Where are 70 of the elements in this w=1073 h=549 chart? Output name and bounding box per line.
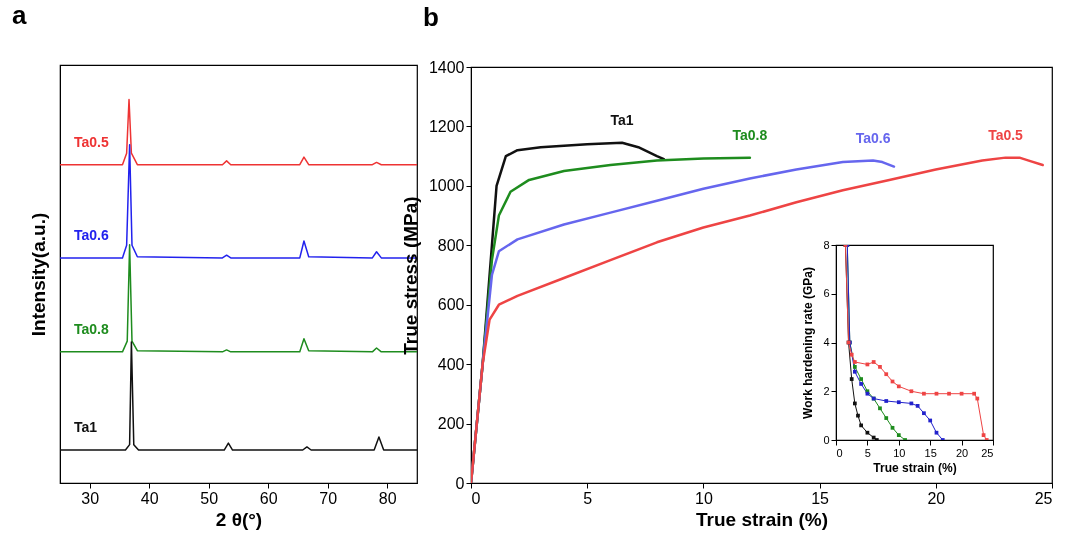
y-tick-label: 2 <box>823 384 830 397</box>
y-tick-label: 6 <box>823 287 830 300</box>
x-tick-label: 5 <box>864 446 871 459</box>
y-axis-title: Intensity(a.u.) <box>27 212 49 337</box>
x-axis-title: True strain (%) <box>873 460 957 475</box>
x-tick-label: 60 <box>259 489 278 507</box>
series-label: Ta0.6 <box>74 226 109 243</box>
point <box>915 404 920 408</box>
point <box>922 391 926 396</box>
x-tick-label: 0 <box>471 489 481 507</box>
series-label: Ta0.5 <box>74 133 109 150</box>
x-tick-label: 15 <box>811 489 830 507</box>
point <box>909 389 914 394</box>
y-tick-label: 1200 <box>428 117 465 135</box>
point <box>871 360 876 364</box>
series-label: Ta1 <box>610 111 634 128</box>
point <box>896 433 901 437</box>
line-series <box>843 245 989 440</box>
point <box>884 416 889 420</box>
point <box>852 365 857 369</box>
series-label: Ta1 <box>74 419 98 436</box>
x-tick-label: 20 <box>927 489 946 507</box>
y-tick-label: 1400 <box>428 58 465 76</box>
x-tick-label: 0 <box>836 446 843 459</box>
x-axis-title: 2 θ(°) <box>215 508 263 530</box>
point <box>852 369 857 374</box>
x-tick-label: 70 <box>319 489 338 507</box>
point <box>849 352 854 357</box>
series-label: Ta0.6 <box>855 129 891 146</box>
x-tick-label: 10 <box>695 489 713 507</box>
y-axis-title: Work hardening rate (GPa) <box>801 267 816 419</box>
x-tick-label: 5 <box>583 489 593 507</box>
x-tick-label: 15 <box>924 446 937 459</box>
point <box>859 377 863 381</box>
point <box>947 391 951 396</box>
y-tick-label: 1000 <box>428 177 465 195</box>
x-axis-title: True strain (%) <box>696 508 828 530</box>
x-tick-label: 40 <box>140 489 159 507</box>
point <box>852 360 857 364</box>
point <box>896 400 901 405</box>
y-tick-label: 0 <box>455 474 465 492</box>
point <box>878 406 882 411</box>
x-tick-label: 25 <box>981 446 994 459</box>
y-tick-label: 4 <box>823 336 830 348</box>
series-label: Ta0.8 <box>732 126 768 143</box>
point <box>849 377 854 381</box>
point <box>972 391 977 396</box>
chart-title: a <box>12 0 27 30</box>
series-label: Ta0.5 <box>988 126 1024 143</box>
y-tick-label: 800 <box>437 236 465 254</box>
y-axis-title: True stress (MPa) <box>399 196 421 355</box>
series-label: Ta0.8 <box>74 320 109 337</box>
y-tick-label: 600 <box>437 296 465 314</box>
line-series <box>471 156 1044 483</box>
point <box>859 382 863 386</box>
point <box>878 365 882 369</box>
point <box>922 411 926 416</box>
x-tick-label: 25 <box>1034 489 1053 507</box>
point <box>884 399 889 403</box>
point <box>884 372 889 377</box>
y-tick-label: 8 <box>823 238 830 251</box>
x-tick-label: 20 <box>955 446 969 459</box>
x-tick-label: 30 <box>81 489 100 507</box>
y-tick-label: 400 <box>437 355 465 373</box>
x-tick-label: 50 <box>200 489 219 507</box>
x-tick-label: 80 <box>378 489 397 507</box>
y-tick-label: 0 <box>823 433 830 446</box>
y-tick-label: 200 <box>437 415 465 433</box>
x-tick-label: 10 <box>893 446 906 459</box>
chart-title: b <box>423 2 439 32</box>
